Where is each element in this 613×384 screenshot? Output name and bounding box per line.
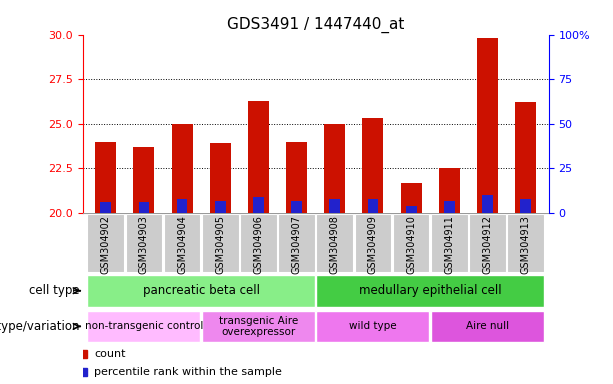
Bar xyxy=(515,103,536,213)
Bar xyxy=(482,195,493,213)
Bar xyxy=(139,202,149,213)
FancyBboxPatch shape xyxy=(393,214,430,271)
FancyBboxPatch shape xyxy=(316,275,544,306)
Bar xyxy=(101,202,111,213)
FancyBboxPatch shape xyxy=(87,214,124,271)
Bar xyxy=(324,124,345,213)
Bar xyxy=(215,200,226,213)
Text: GSM304903: GSM304903 xyxy=(139,215,149,274)
Bar xyxy=(286,142,307,213)
Text: genotype/variation: genotype/variation xyxy=(0,320,80,333)
FancyBboxPatch shape xyxy=(316,214,353,271)
Bar xyxy=(401,183,422,213)
Bar xyxy=(362,119,384,213)
Bar xyxy=(248,101,269,213)
Text: GSM304908: GSM304908 xyxy=(330,215,340,274)
Text: count: count xyxy=(94,349,126,359)
FancyBboxPatch shape xyxy=(202,214,238,271)
Text: GSM304907: GSM304907 xyxy=(292,215,302,275)
Text: non-transgenic control: non-transgenic control xyxy=(85,321,203,331)
Bar xyxy=(291,200,302,213)
Text: Aire null: Aire null xyxy=(466,321,509,331)
FancyBboxPatch shape xyxy=(278,214,315,271)
FancyBboxPatch shape xyxy=(164,214,200,271)
Text: GSM304909: GSM304909 xyxy=(368,215,378,274)
Text: GSM304905: GSM304905 xyxy=(215,215,225,275)
Text: wild type: wild type xyxy=(349,321,397,331)
FancyBboxPatch shape xyxy=(431,214,468,271)
Title: GDS3491 / 1447440_at: GDS3491 / 1447440_at xyxy=(227,17,405,33)
Text: GSM304913: GSM304913 xyxy=(520,215,531,274)
Bar xyxy=(95,142,116,213)
Text: GSM304904: GSM304904 xyxy=(177,215,187,274)
Text: GSM304910: GSM304910 xyxy=(406,215,416,274)
Text: percentile rank within the sample: percentile rank within the sample xyxy=(94,367,282,377)
Bar xyxy=(134,147,154,213)
Text: GSM304906: GSM304906 xyxy=(253,215,264,274)
Text: medullary epithelial cell: medullary epithelial cell xyxy=(359,284,501,297)
Bar xyxy=(329,199,340,213)
Bar xyxy=(520,199,531,213)
FancyBboxPatch shape xyxy=(202,311,315,342)
Bar xyxy=(177,199,188,213)
FancyBboxPatch shape xyxy=(87,275,315,306)
FancyBboxPatch shape xyxy=(469,214,506,271)
Text: GSM304911: GSM304911 xyxy=(444,215,454,274)
Bar xyxy=(253,197,264,213)
FancyBboxPatch shape xyxy=(126,214,162,271)
Text: GSM304902: GSM304902 xyxy=(101,215,111,275)
Bar xyxy=(172,124,192,213)
Bar xyxy=(444,200,455,213)
FancyBboxPatch shape xyxy=(316,311,430,342)
Bar xyxy=(406,206,416,213)
FancyBboxPatch shape xyxy=(87,311,200,342)
Bar xyxy=(368,199,378,213)
FancyBboxPatch shape xyxy=(355,214,391,271)
Bar xyxy=(477,38,498,213)
Bar xyxy=(210,144,230,213)
Text: GSM304912: GSM304912 xyxy=(482,215,492,275)
FancyBboxPatch shape xyxy=(431,311,544,342)
Text: transgenic Aire
overexpressor: transgenic Aire overexpressor xyxy=(219,316,298,337)
Text: pancreatic beta cell: pancreatic beta cell xyxy=(143,284,260,297)
FancyBboxPatch shape xyxy=(240,214,276,271)
Bar xyxy=(439,169,460,213)
Text: cell type: cell type xyxy=(29,284,80,297)
FancyBboxPatch shape xyxy=(508,214,544,271)
